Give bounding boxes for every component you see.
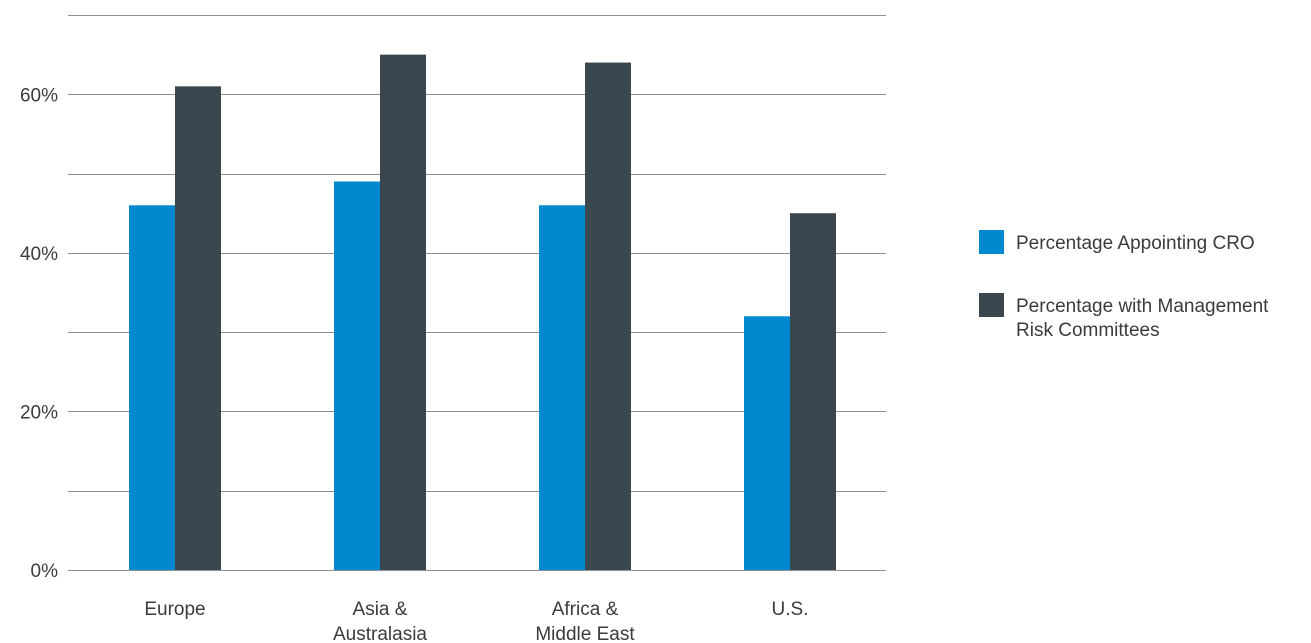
x-category-label: Europe <box>144 599 205 620</box>
bar-cro <box>539 205 585 571</box>
bar-risk-committee <box>175 86 221 570</box>
y-tick-label: 0% <box>31 561 59 582</box>
bar-risk-committee <box>380 54 426 570</box>
x-category-label: Asia & <box>353 599 408 620</box>
legend-label: Risk Committees <box>1016 320 1160 341</box>
bar-risk-committee <box>790 213 836 570</box>
bar-cro <box>744 316 790 570</box>
bar-cro <box>129 205 175 571</box>
y-tick-label: 20% <box>20 402 58 423</box>
legend-label: Percentage with Management <box>1016 296 1269 317</box>
legend-item[interactable]: Percentage with Management Risk Committee… <box>979 293 1269 341</box>
bars <box>129 54 836 571</box>
x-category-label: Africa & <box>552 599 619 620</box>
y-tick-label: 60% <box>20 85 58 106</box>
bar-cro <box>334 181 380 570</box>
x-category-label: U.S. <box>772 599 809 620</box>
legend-item[interactable]: Percentage Appointing CRO <box>979 230 1255 254</box>
legend-label: Percentage Appointing CRO <box>1016 233 1255 254</box>
x-category-label: Middle East <box>535 624 635 643</box>
bar-risk-committee <box>585 62 631 570</box>
x-category-label: Australasia <box>333 624 427 643</box>
y-axis-ticks: 0% 20% 40% 60% <box>20 85 58 582</box>
legend-swatch <box>979 230 1004 254</box>
y-tick-label: 40% <box>20 244 58 265</box>
legend-swatch <box>979 293 1004 317</box>
x-axis-categories: Europe Asia & Australasia Africa & Middle Ea… <box>144 599 808 643</box>
legend[interactable]: Percentage Appointing CRO Percentage with… <box>979 230 1269 341</box>
